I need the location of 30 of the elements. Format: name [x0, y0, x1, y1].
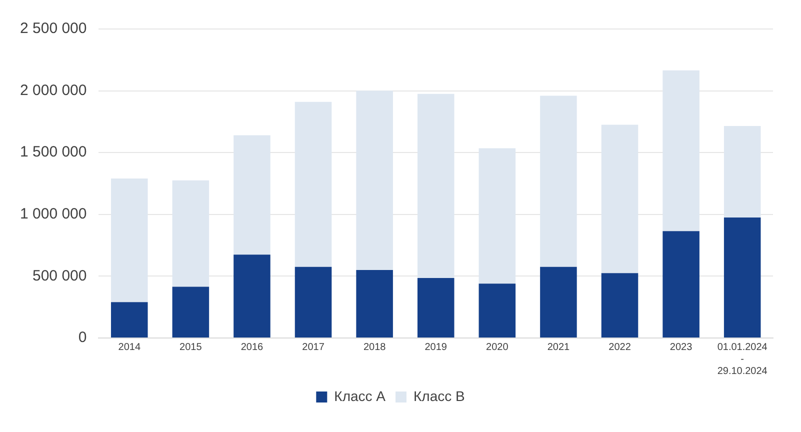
- bar: [294, 266, 332, 338]
- x-tick-label: 2021: [547, 342, 570, 353]
- y-tick-label: 1 000 000: [20, 206, 87, 223]
- x-tick-label: 2023: [670, 342, 693, 353]
- y-tick-label: 500 000: [32, 267, 87, 284]
- legend-label: Класс А: [334, 388, 386, 404]
- x-tick-label: 2017: [302, 342, 325, 353]
- bar: [478, 284, 516, 338]
- bar: [662, 231, 700, 338]
- legend-label: Класс В: [414, 388, 465, 404]
- x-tick-label: 2014: [118, 342, 141, 353]
- x-tick-label: 2015: [180, 342, 202, 353]
- x-tick-label: 2018: [363, 342, 386, 353]
- x-tick-label: 2022: [608, 342, 632, 353]
- bar: [172, 286, 210, 338]
- y-tick-label: 2 000 000: [20, 82, 87, 99]
- x-tick-label: 2016: [240, 342, 264, 353]
- x-tick-label: 01.01.2024 - 29.10.2024: [717, 342, 768, 377]
- bar: [417, 278, 454, 338]
- bar: [356, 270, 393, 338]
- y-tick-label: 1 500 000: [20, 144, 87, 161]
- bar: [540, 266, 577, 338]
- x-tick-label: 2019: [424, 342, 448, 353]
- x-tick-label: 2020: [486, 342, 509, 353]
- y-tick-label: 0: [78, 329, 87, 346]
- bar: [110, 302, 148, 338]
- bar: [724, 217, 761, 338]
- bar: [601, 273, 638, 338]
- y-tick-label: 2 500 000: [20, 20, 87, 38]
- bar: [234, 254, 270, 338]
